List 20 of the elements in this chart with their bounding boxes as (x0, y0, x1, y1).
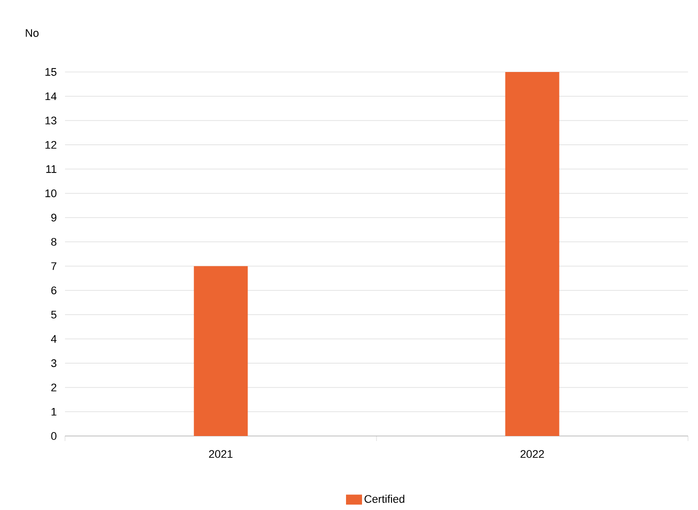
y-axis-title: No (26, 29, 39, 37)
y-tick-label: 7 (51, 262, 56, 270)
y-tick-label: 2 (51, 384, 56, 392)
legend-label: Certified (364, 494, 404, 503)
y-tick-label: 4 (51, 335, 57, 343)
y-tick-label: 14 (45, 92, 57, 100)
y-tick-label: 11 (46, 165, 56, 173)
y-tick-label: 10 (45, 189, 56, 198)
y-tick-label: 15 (45, 68, 56, 76)
y-tick-label: 0 (51, 432, 56, 440)
y-tick-label: 5 (51, 310, 56, 318)
x-tick-label: 2022 (520, 450, 544, 458)
y-tick-label: 13 (45, 116, 56, 124)
y-tick-label: 3 (51, 359, 56, 368)
y-tick-label: 12 (45, 140, 56, 149)
y-tick-label: 9 (51, 214, 56, 222)
y-tick-label: 6 (51, 286, 56, 294)
y-tick-label: 1 (52, 408, 56, 416)
y-tick-label: 8 (51, 238, 56, 246)
x-tick-label: 2021 (209, 450, 232, 458)
